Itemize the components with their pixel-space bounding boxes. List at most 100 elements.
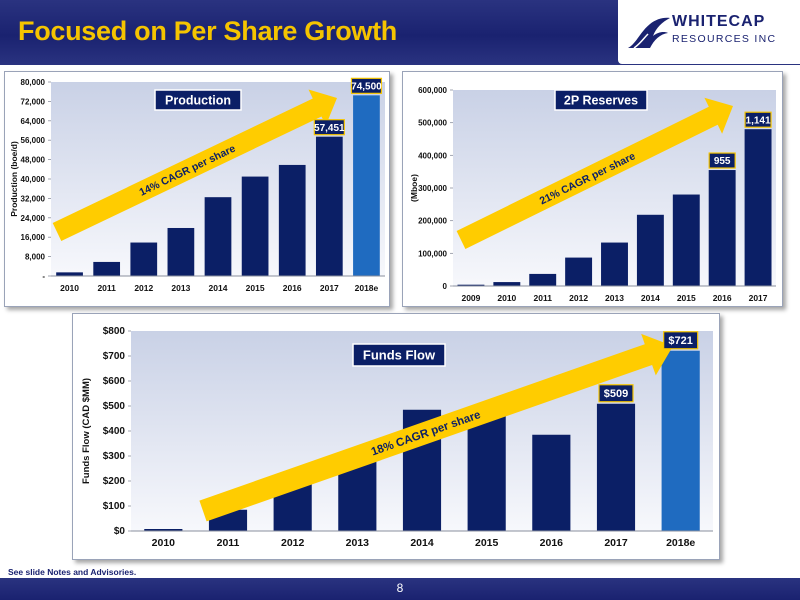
y-axis-label: (Mboe) (409, 174, 419, 202)
x-tick-label: 2010 (497, 293, 516, 303)
x-tick-label: 2012 (569, 293, 588, 303)
y-tick-label: $800 (103, 326, 126, 337)
bar (93, 261, 121, 276)
bar (636, 214, 664, 286)
wave-logo-icon (628, 17, 670, 49)
bar (353, 95, 380, 277)
y-tick-label: $100 (103, 501, 126, 512)
page-title: Focused on Per Share Growth (18, 16, 397, 46)
y-tick-label: 32,000 (21, 194, 46, 203)
bar (315, 136, 343, 276)
funds-flow-chart: $0 $100 $200 $300 $400 $500 $600 $700 $800 Funds … (81, 326, 713, 549)
y-tick-label: - (42, 272, 45, 281)
bar (241, 176, 269, 276)
y-tick-label: $200 (103, 476, 126, 487)
y-tick-label: 600,000 (418, 86, 447, 95)
x-tick-label: 2013 (171, 283, 190, 293)
y-tick-label: 200,000 (418, 217, 447, 226)
cagr-arrow (199, 333, 673, 522)
y-tick-label: 48,000 (21, 156, 46, 165)
x-tick-label: 2016 (713, 293, 732, 303)
page-number: 8 (396, 581, 404, 595)
bar (529, 273, 557, 286)
production-chart: - 8,000 16,000 24,000 32,000 40,000 48,000 56,0… (9, 77, 385, 293)
reserves-chart: 0 100,000 200,000 300,000 400,000 500,000 600,… (409, 86, 776, 303)
data-label: 57,451 (314, 123, 345, 134)
x-tick-label: 2016 (283, 283, 302, 293)
data-label-box (744, 111, 772, 128)
x-tick-label: 2011 (217, 537, 240, 549)
cagr-arrow (52, 89, 337, 241)
chart-title: Funds Flow (363, 348, 436, 363)
x-tick-label: 2014 (641, 293, 660, 303)
y-tick-label: 72,000 (21, 97, 46, 106)
x-tick-label: 2017 (604, 537, 628, 549)
y-tick-label: 64,000 (21, 117, 46, 126)
y-tick-label: 400,000 (418, 151, 447, 160)
y-tick-label: $400 (103, 426, 126, 437)
data-label: 955 (714, 156, 731, 167)
bar (708, 170, 736, 286)
bar (467, 411, 506, 531)
y-tick-label: $300 (103, 451, 126, 462)
bar (744, 129, 772, 286)
y-tick-label: 56,000 (21, 136, 46, 145)
data-label: $721 (668, 335, 692, 347)
data-label-box (708, 152, 736, 169)
y-tick-label: 40,000 (21, 175, 46, 184)
production-chart-panel: - 8,000 16,000 24,000 32,000 40,000 48,000 56,0… (4, 71, 390, 307)
chart-title-box (154, 89, 242, 111)
y-tick-label: $700 (103, 351, 126, 362)
bar (56, 272, 83, 276)
bar (565, 257, 593, 286)
bar (457, 284, 485, 286)
x-tick-label: 2017 (749, 293, 768, 303)
y-tick-label: $600 (103, 376, 126, 387)
x-tick-label: 2018e (355, 283, 379, 293)
x-tick-label: 2018e (666, 537, 695, 549)
bar (144, 529, 183, 531)
y-axis-label: Funds Flow (CAD $MM) (81, 378, 92, 484)
y-tick-label: 16,000 (21, 233, 46, 242)
x-tick-label: 2015 (246, 283, 265, 293)
bar (661, 350, 700, 531)
x-tick-label: 2010 (60, 283, 79, 293)
x-tick-label: 2009 (461, 293, 480, 303)
y-tick-label: 8,000 (25, 253, 46, 262)
chart-title-box (352, 343, 446, 367)
data-label: $509 (604, 388, 628, 400)
x-tick-label: 2014 (209, 283, 228, 293)
bar (596, 403, 636, 531)
logo-word-resources: RESOURCES INC (672, 33, 777, 45)
y-tick-label: $0 (114, 526, 126, 537)
x-tick-label: 2013 (346, 537, 370, 549)
y-tick-label: 24,000 (21, 214, 46, 223)
bar (601, 242, 628, 286)
x-tick-label: 2012 (134, 283, 153, 293)
x-tick-label: 2013 (605, 293, 624, 303)
x-tick-label: 2010 (152, 537, 176, 549)
data-label: 74,500 (351, 81, 382, 92)
x-tick-label: 2015 (475, 537, 499, 549)
logo-word-whitecap: WHITECAP (672, 13, 766, 30)
y-axis-label: Production (boe/d) (9, 141, 19, 217)
x-tick-label: 2017 (320, 283, 339, 293)
data-label-box (313, 119, 345, 136)
bar (204, 197, 232, 276)
data-label: 1,141 (746, 115, 771, 126)
x-tick-label: 2011 (533, 293, 552, 303)
y-tick-label: 300,000 (418, 184, 447, 193)
x-tick-label: 2014 (410, 537, 434, 549)
x-tick-label: 2015 (677, 293, 696, 303)
reserves-chart-panel: 0 100,000 200,000 300,000 400,000 500,000 600,… (402, 71, 783, 307)
bar (167, 227, 195, 276)
chart-title-box (554, 89, 648, 111)
y-tick-label: 100,000 (418, 249, 447, 258)
bar (278, 164, 306, 276)
y-tick-label: 80,000 (21, 78, 46, 87)
data-label-box (598, 384, 634, 403)
y-tick-label: $500 (103, 401, 126, 412)
data-label-box (350, 77, 383, 94)
cagr-arrow (456, 97, 733, 249)
chart-title: 2P Reserves (564, 94, 638, 108)
